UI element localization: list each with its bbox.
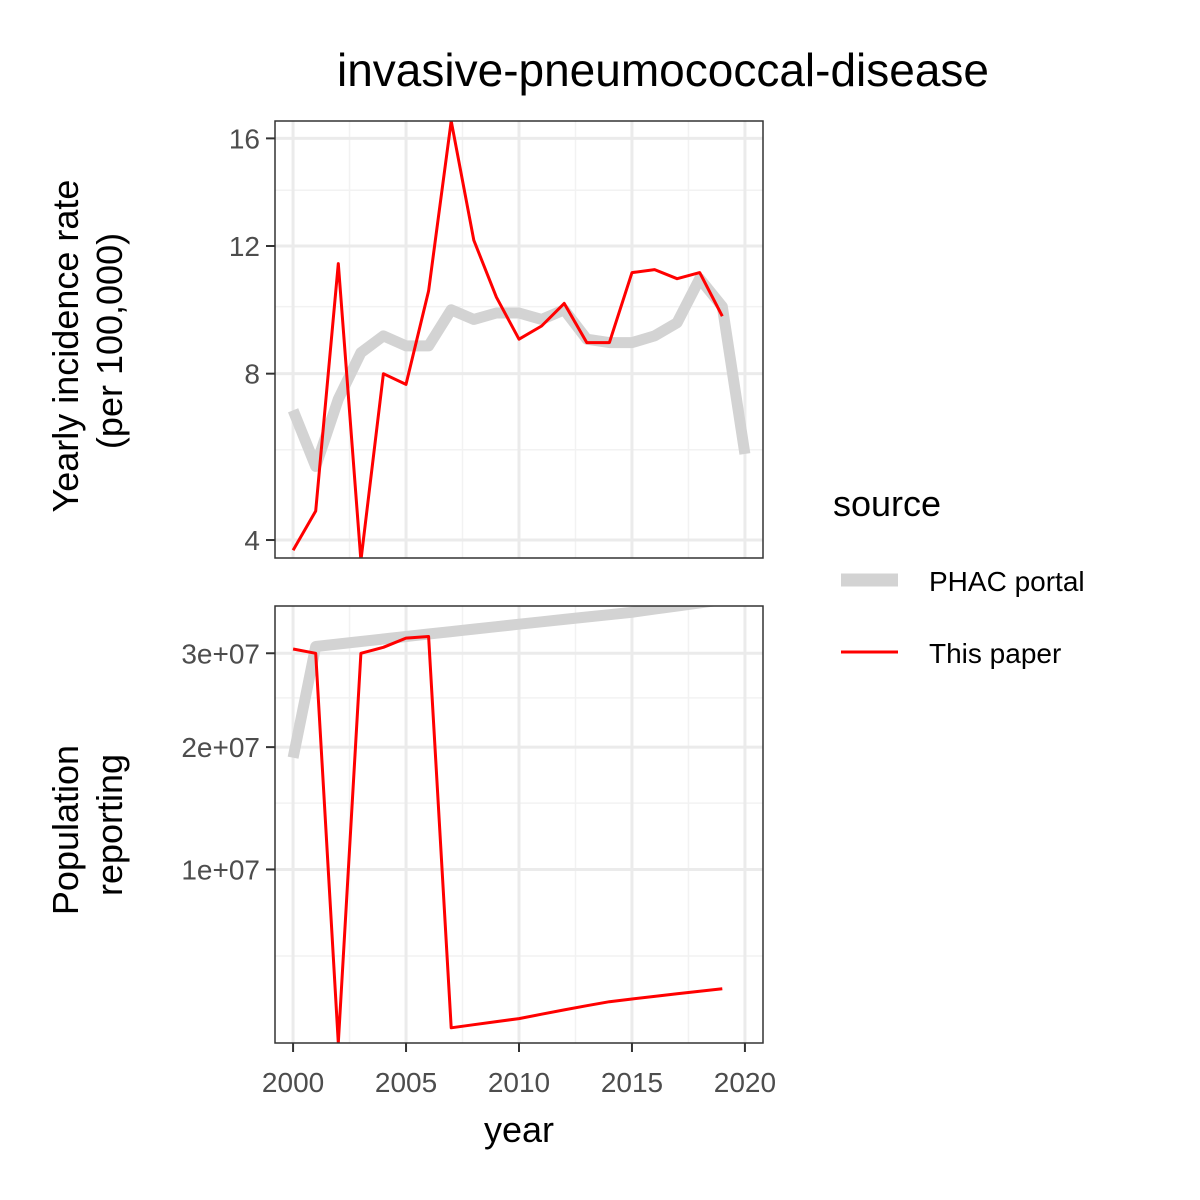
chart-title: invasive-pneumococcal-disease [337, 44, 989, 96]
y-tick-label: 4 [244, 525, 260, 556]
y-axis-title-population-line-2: reporting [89, 754, 130, 896]
series-line-this-paper [292, 635, 723, 1043]
x-tick-label: 2005 [375, 1067, 437, 1098]
panel-border [274, 120, 764, 559]
y-tick-label: 12 [229, 231, 260, 262]
legend-label-phac-portal: PHAC portal [929, 566, 1085, 597]
y-tick-label: 8 [244, 359, 260, 390]
incidence-rate-panel: 4 8 12 16 [229, 120, 764, 559]
y-axis-title-incidence: Yearly incidence rate (per 100,000) [45, 170, 130, 513]
x-axis: 2000 2005 2010 2015 2020 [262, 1043, 776, 1098]
y-axis-title-population: Population reporting [45, 735, 130, 915]
legend: source PHAC portal This paper [833, 483, 1085, 669]
population-panel: 1e+07 2e+07 3e+07 [181, 605, 764, 1044]
x-tick-label: 2020 [714, 1067, 776, 1098]
y-tick-label: 2e+07 [181, 732, 260, 763]
y-axis-title-incidence-line-2: (per 100,000) [89, 233, 130, 449]
x-axis-title: year [484, 1109, 554, 1150]
series-line-this-paper [291, 121, 724, 558]
series-group [287, 606, 723, 1043]
series-line-phac-portal [287, 606, 718, 759]
x-tick-label: 2010 [488, 1067, 550, 1098]
x-tick-label: 2000 [262, 1067, 324, 1098]
y-axis-title-population-line-1: Population [45, 745, 86, 915]
series-group [287, 121, 751, 558]
y-tick-label: 3e+07 [181, 638, 260, 669]
legend-label-this-paper: This paper [929, 638, 1061, 669]
y-tick-label: 1e+07 [181, 854, 260, 885]
y-tick-label: 16 [229, 123, 260, 154]
legend-title: source [833, 483, 941, 524]
y-axis-title-incidence-line-1: Yearly incidence rate [45, 180, 86, 513]
x-tick-label: 2015 [601, 1067, 663, 1098]
series-line-phac-portal [287, 273, 751, 472]
